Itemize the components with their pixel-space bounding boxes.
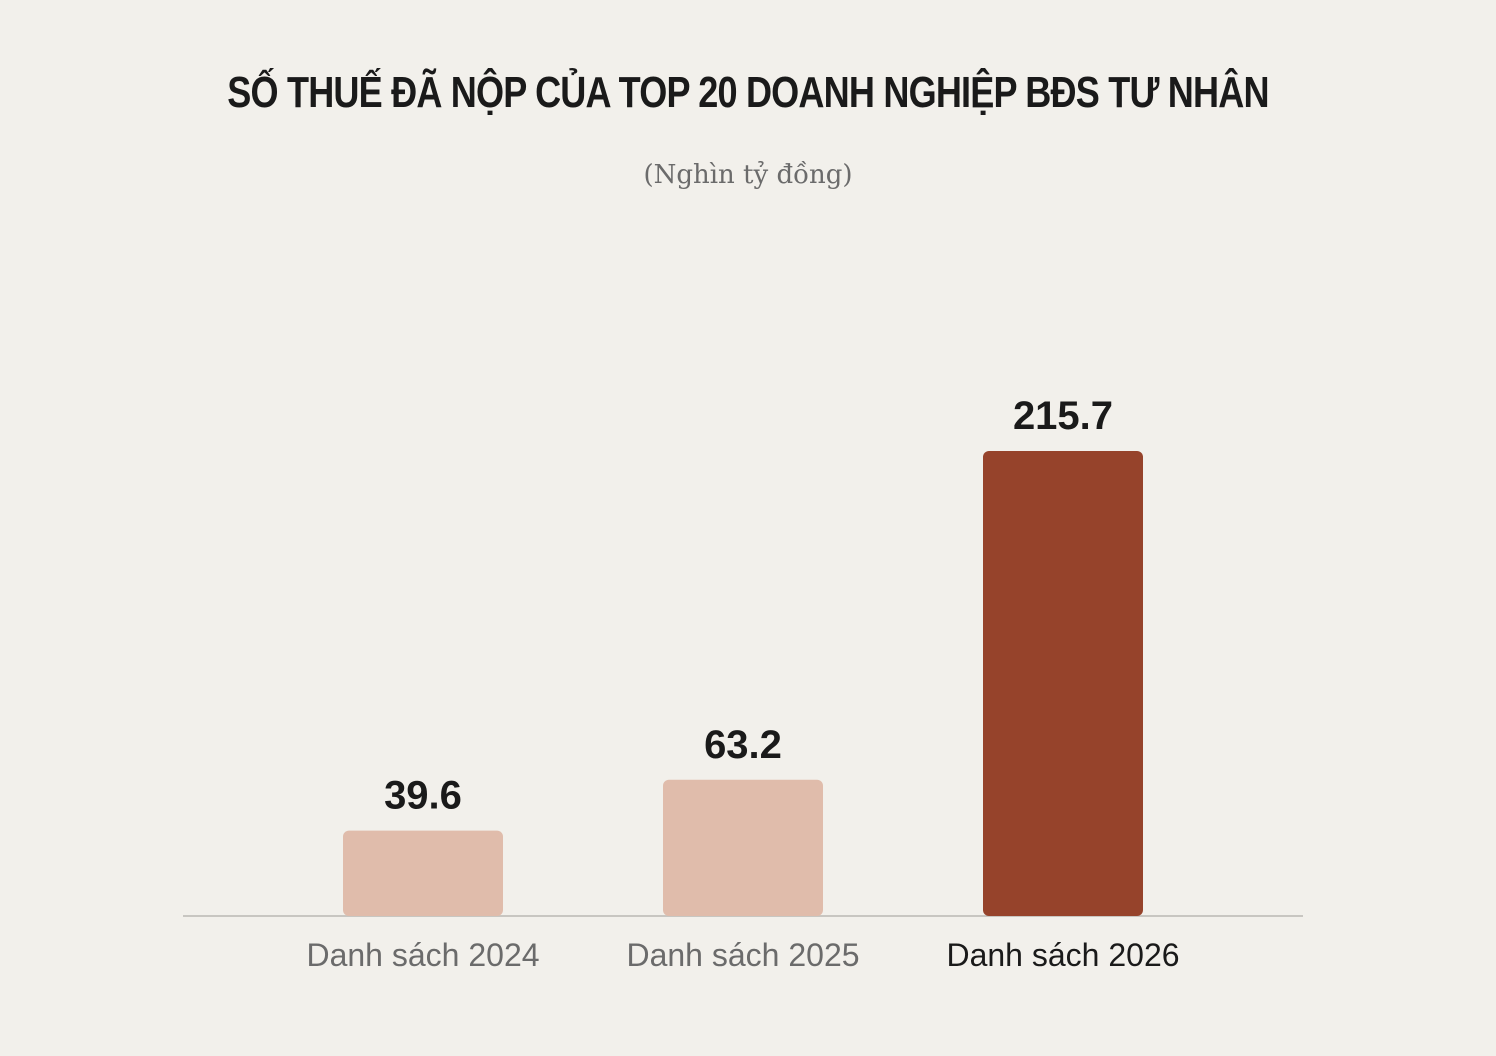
bar-2 (663, 779, 823, 916)
chart-subtitle: (Nghìn tỷ đồng) (643, 160, 853, 190)
category-label-1: Danh sách 2024 (306, 937, 539, 973)
bars-group: 39.6 Danh sách 2024 63.2 Danh sách 2025 215.… (306, 394, 1179, 973)
value-label-1: 39.6 (384, 774, 462, 818)
value-label-3: 215.7 (1013, 394, 1113, 438)
category-label-2: Danh sách 2025 (626, 937, 859, 973)
category-label-3: Danh sách 2026 (946, 937, 1179, 973)
bar-3 (983, 451, 1143, 916)
value-label-2: 63.2 (704, 723, 782, 767)
chart-title: SỐ THUẾ ĐÃ NỘP CỦA TOP 20 DOANH NGHIỆP B… (227, 68, 1269, 117)
bar-1 (343, 830, 503, 916)
